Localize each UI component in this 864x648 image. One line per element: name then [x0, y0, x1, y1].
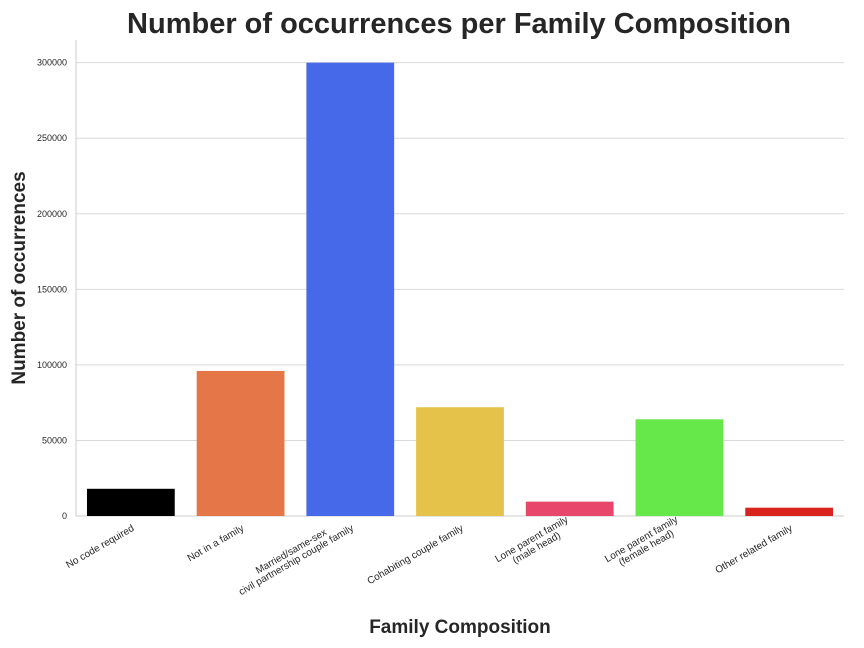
chart-title: Number of occurrences per Family Composi… [127, 8, 791, 40]
y-tick-label: 200000 [37, 209, 67, 219]
bar [416, 407, 504, 516]
y-tick-label: 300000 [37, 58, 67, 68]
y-tick-label: 150000 [37, 284, 67, 294]
x-tick-labels: No code required Not in a family Married/s… [64, 514, 794, 597]
x-tick-label-line: civil partnership couple family [237, 523, 356, 598]
y-axis-label: Number of occurrences [9, 171, 30, 384]
x-tick-label-line: Not in a family [186, 523, 246, 564]
bar [86, 488, 175, 516]
y-tick-label: 0 [62, 511, 67, 521]
bar [635, 419, 724, 516]
x-axis-label: Family Composition [369, 617, 551, 638]
x-tick-label-line: Cohabiting couple family [366, 523, 466, 587]
x-tick-label: Other related family [714, 523, 795, 576]
y-tick-label: 250000 [37, 133, 67, 143]
bar [196, 370, 285, 516]
x-tick-label-line: No code required [64, 523, 136, 571]
y-tick-label: 100000 [37, 360, 67, 370]
bar [745, 507, 834, 516]
x-tick-label: Cohabiting couple family [366, 523, 466, 587]
x-tick-label: No code required [64, 523, 136, 571]
grid-layer [76, 62, 844, 441]
x-tick-label: Lone parent family(male head) [493, 514, 575, 573]
bar [525, 501, 614, 516]
x-tick-label-line: Other related family [714, 523, 795, 576]
bar [306, 62, 395, 517]
x-tick-label: Married/same-sexcivil partnership couple… [232, 514, 356, 597]
x-tick-label: Not in a family [186, 523, 246, 564]
bars [86, 62, 834, 517]
y-tick-label: 50000 [42, 435, 67, 445]
y-tick-labels: 0 50000 100000 150000 200000 250000 300000 [37, 58, 67, 521]
x-tick-label: Lone parent family(female head) [603, 514, 685, 573]
